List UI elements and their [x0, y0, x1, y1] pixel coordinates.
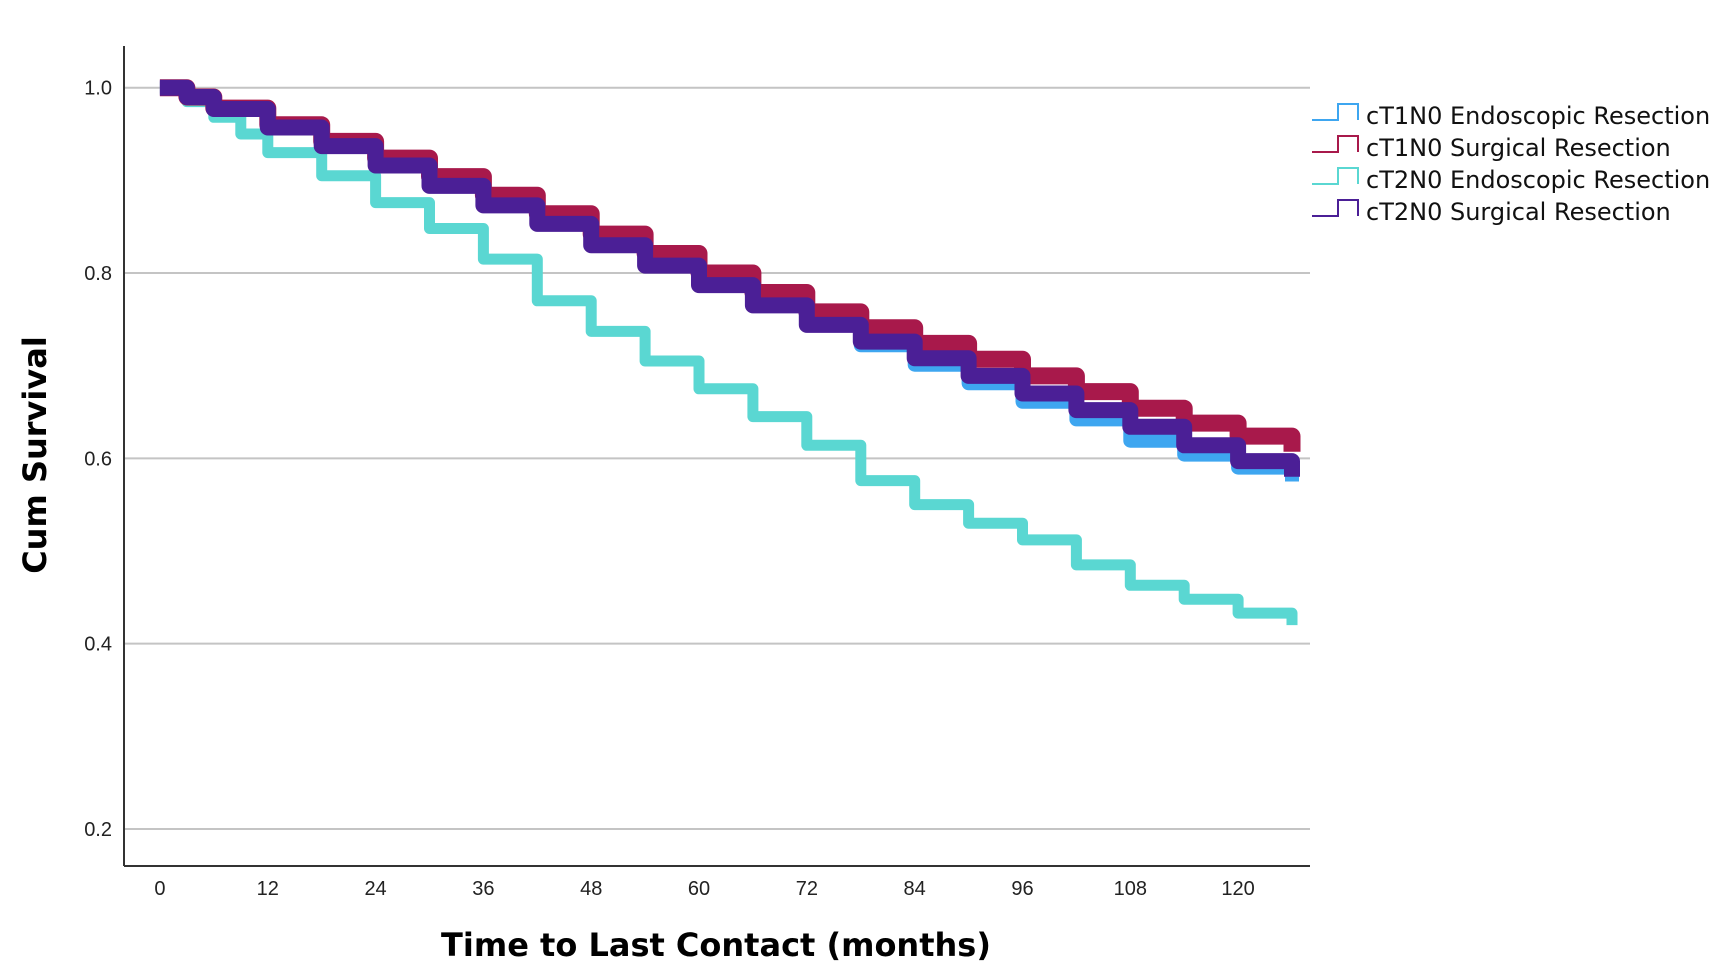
y-tick-label: 0.6: [84, 448, 112, 470]
legend-swatch: [1312, 135, 1359, 153]
x-tick-label: 96: [1011, 878, 1033, 900]
legend-label: cT2N0 Surgical Resection: [1366, 198, 1671, 226]
y-tick-label: 1.0: [84, 78, 112, 100]
y-tick-label: 0.4: [84, 634, 112, 656]
legend-label: cT1N0 Surgical Resection: [1366, 134, 1671, 162]
y-axis-ticks: 0.2 0.4 0.6 0.8 1.0: [84, 78, 112, 841]
y-tick-label: 0.8: [84, 263, 112, 285]
legend-swatch: [1312, 103, 1359, 121]
x-tick-label: 60: [688, 878, 710, 900]
series-ct2n0-endoscopic-resection: [159, 82, 1298, 626]
x-tick-label: 36: [472, 878, 494, 900]
x-tick-label: 120: [1221, 878, 1254, 900]
x-tick-label: 0: [154, 878, 165, 900]
series-ct2n0-surgical-resection: [159, 79, 1300, 477]
x-tick-label: 108: [1114, 878, 1147, 900]
x-axis-ticks: 0 12 24 36 48 60 72 84 96 108 120: [154, 878, 1254, 900]
y-tick-label: 0.2: [84, 819, 112, 841]
axes: [123, 46, 1310, 867]
x-tick-label: 72: [796, 878, 818, 900]
x-tick-label: 84: [904, 878, 926, 900]
y-axis-title: Cum Survival: [16, 336, 54, 574]
legend-swatch: [1312, 167, 1359, 185]
legend-label: cT2N0 Endoscopic Resection: [1366, 166, 1710, 194]
x-tick-label: 24: [364, 878, 386, 900]
legend: cT1N0 Endoscopic Resection cT1N0 Surgical…: [1312, 102, 1710, 226]
survival-curves: [159, 79, 1301, 626]
legend-label: cT1N0 Endoscopic Resection: [1366, 102, 1710, 130]
x-axis-title: Time to Last Contact (months): [441, 926, 991, 964]
x-tick-label: 12: [257, 878, 279, 900]
legend-swatch: [1312, 199, 1359, 217]
x-tick-label: 48: [580, 878, 602, 900]
